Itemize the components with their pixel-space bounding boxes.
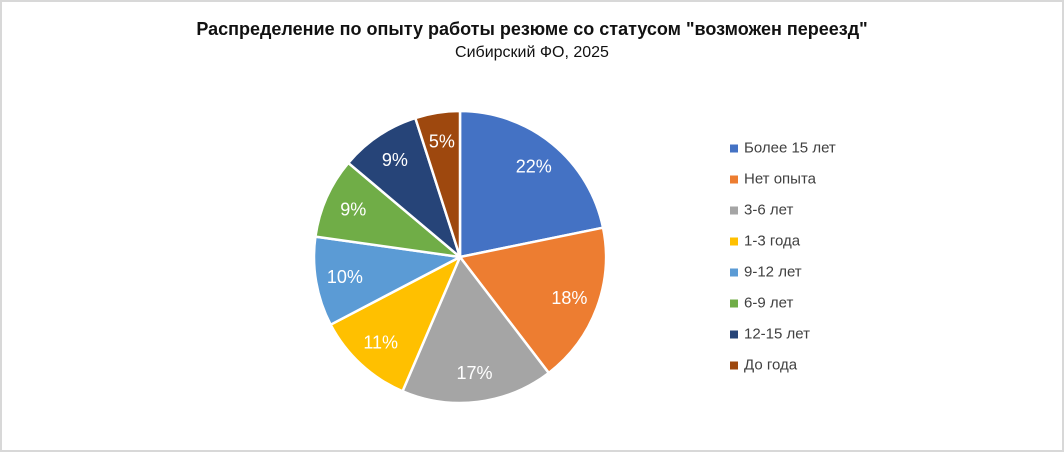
chart-header: Распределение по опыту работы резюме со … [2,18,1062,63]
pie-slice-5 [314,161,462,259]
legend-label: 6-9 лет [744,294,794,312]
legend-label: Нет опыта [744,170,817,188]
pie-slice-2 [401,255,550,405]
pie-label-3: 11% [363,333,398,353]
pie-chart: 22% 18% 17% 11% 10% 9% 9% 5% [312,109,608,405]
legend-item-2: 3-6 лет [730,201,836,219]
pie-slice-3 [329,255,462,393]
legend-item-5: 6-9 лет [730,294,836,312]
legend-item-6: 12-15 лет [730,325,836,343]
legend-item-0: Более 15 лет [730,139,836,157]
legend-item-4: 9-12 лет [730,263,836,281]
legend-marker-icon [730,299,738,308]
chart-title: Распределение по опыту работы резюме со … [196,19,868,39]
legend-item-1: Нет опыта [730,170,836,188]
pie-label-5: 9% [340,199,366,219]
pie-label-4: 10% [327,267,363,287]
pie-slice-7 [414,109,462,259]
pie-label-7: 5% [429,132,455,152]
legend-label: Более 15 лет [744,139,836,157]
legend-item-7: До года [730,356,836,374]
legend-label: 12-15 лет [744,325,810,343]
pie-slice-6 [347,116,462,259]
pie-label-1: 18% [551,288,587,308]
legend-marker-icon [730,361,738,370]
legend-label: 3-6 лет [744,201,794,219]
legend-marker-icon [730,237,738,246]
legend-marker-icon [730,144,738,153]
pie-label-2: 17% [456,363,492,383]
pie-label-0: 22% [516,157,552,177]
legend-item-3: 1-3 года [730,232,836,250]
legend-marker-icon [730,175,738,184]
legend: Более 15 лет Нет опыта 3-6 лет 1-3 года 9-12… [730,139,836,374]
pie-slice-4 [312,235,462,326]
chart-subtitle: Сибирский ФО, 2025 [455,43,609,61]
pie-label-6: 9% [382,150,408,170]
legend-label: 9-12 лет [744,263,802,281]
pie-slice-1 [458,226,608,375]
pie-slice-0 [458,109,605,259]
legend-marker-icon [730,330,738,339]
legend-label: 1-3 года [744,232,801,250]
legend-label: До года [744,356,798,374]
legend-marker-icon [730,268,738,277]
legend-marker-icon [730,206,738,215]
